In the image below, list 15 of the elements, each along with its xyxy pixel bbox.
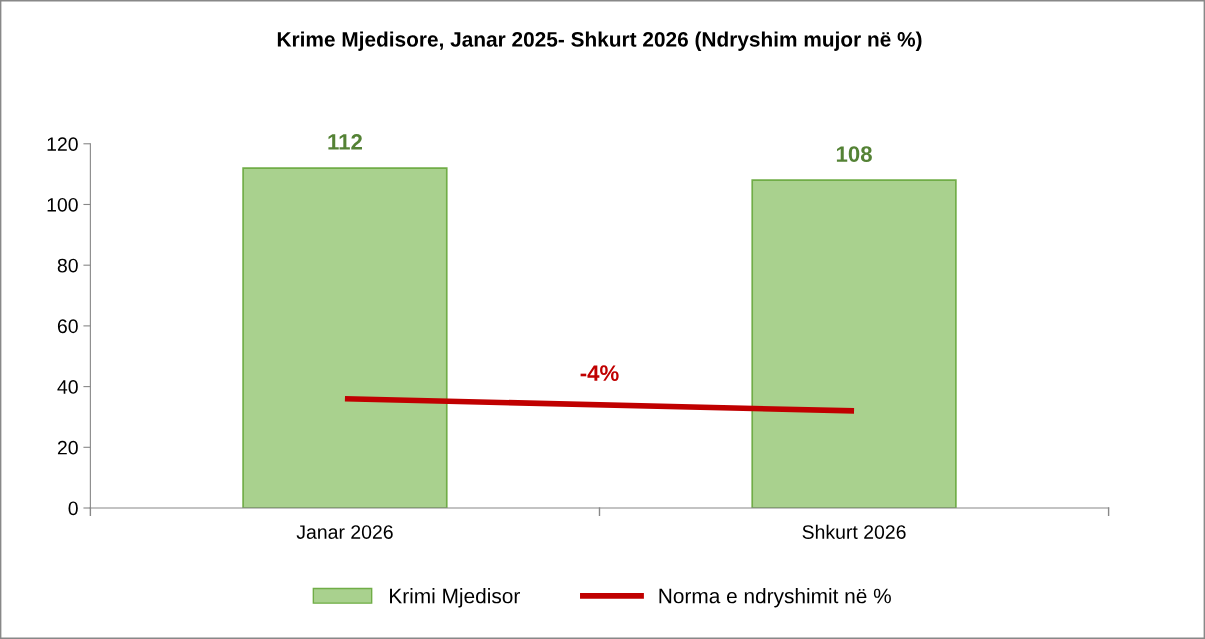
annotation: -4% [580, 365, 619, 381]
legend-label: Krimi Mjedisor [390, 588, 520, 608]
chart-title: Krime Mjedisore, Janar 2025- Shkurt 2026 (Ndryshim mujor në %) [277, 31, 922, 51]
data-label: 112 [328, 134, 362, 150]
x-tick-label: Shkurt 2026 [802, 524, 906, 539]
y-tick-label: 0 [68, 501, 78, 516]
data-label: 108 [836, 146, 872, 162]
y-tick-label: 20 [57, 440, 78, 455]
y-tick-label: 60 [57, 319, 78, 334]
y-tick-label: 100 [47, 197, 78, 212]
y-tick-label: 40 [57, 380, 78, 394]
y-tick-label: 120 [47, 137, 78, 152]
x-tick-label: Janar 2026 [296, 525, 393, 539]
y-tick-label: 80 [57, 258, 78, 273]
legend-label: Norma e ndryshimit në % [659, 588, 891, 608]
